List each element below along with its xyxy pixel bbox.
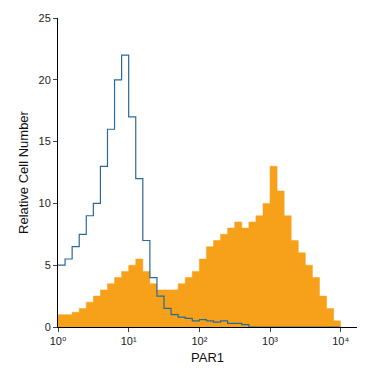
svg-text:25: 25 — [39, 12, 51, 24]
svg-text:10⁴: 10⁴ — [332, 335, 349, 347]
svg-text:10¹: 10¹ — [121, 335, 137, 347]
svg-text:0: 0 — [45, 321, 51, 333]
svg-text:PAR1: PAR1 — [191, 350, 224, 365]
svg-text:Relative Cell Number: Relative Cell Number — [16, 110, 31, 233]
svg-text:10³: 10³ — [262, 335, 278, 347]
svg-text:20: 20 — [39, 74, 51, 86]
svg-text:10⁰: 10⁰ — [50, 335, 67, 347]
svg-text:10²: 10² — [191, 335, 207, 347]
svg-text:10: 10 — [39, 197, 51, 209]
svg-text:5: 5 — [45, 259, 51, 271]
svg-text:15: 15 — [39, 135, 51, 147]
